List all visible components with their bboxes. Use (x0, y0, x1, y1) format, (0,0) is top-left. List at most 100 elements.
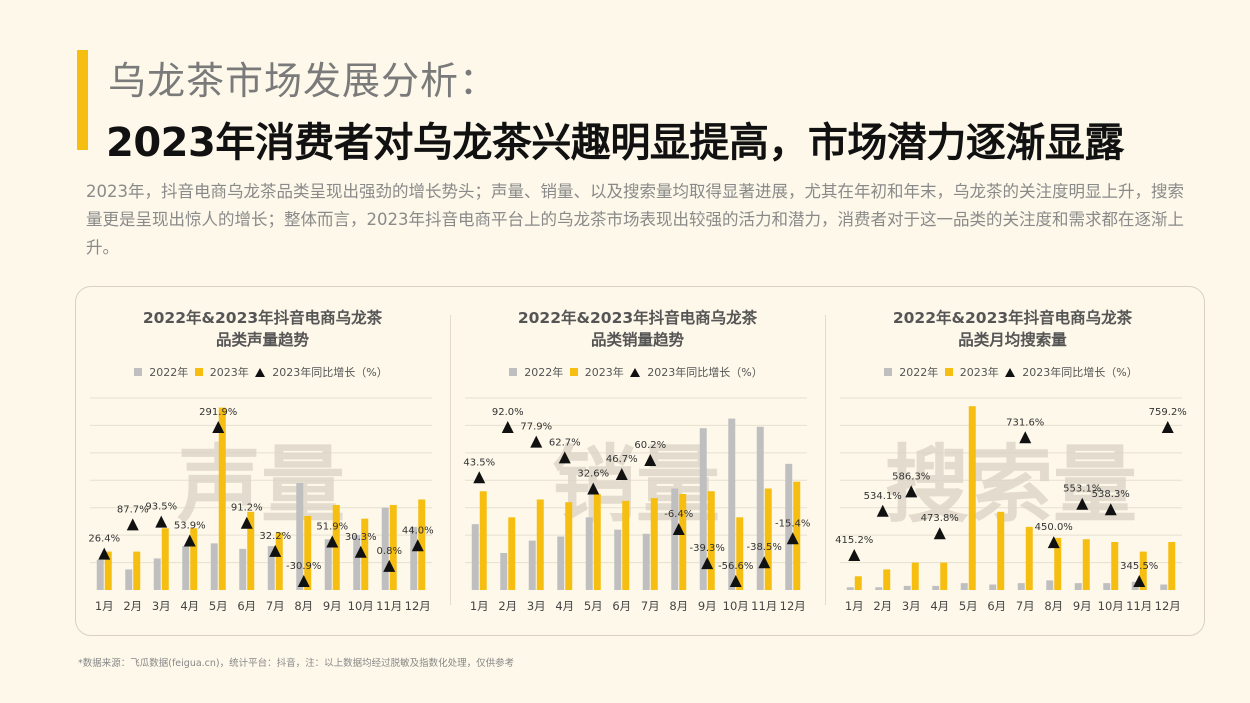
x-tick-label: 7月 (1016, 599, 1035, 613)
growth-marker (383, 559, 396, 572)
legend-label-growth: 2023年同比增长（%） (1022, 366, 1138, 379)
growth-marker (240, 516, 253, 529)
chart-watermark: 销量 (552, 436, 720, 534)
growth-marker (1076, 497, 1089, 510)
bar-2023 (1082, 539, 1090, 590)
growth-label: 30.3% (345, 532, 377, 543)
bar-2023 (161, 528, 169, 590)
growth-label: -38.5% (747, 542, 782, 553)
x-tick-label: 1月 (845, 599, 864, 613)
charts-panel (75, 286, 1205, 636)
x-tick-label: 5月 (209, 599, 228, 613)
legend-swatch-2022 (884, 368, 893, 376)
x-tick-label: 10月 (723, 599, 749, 613)
growth-label: 43.5% (463, 457, 495, 468)
growth-marker (758, 556, 771, 569)
bar-2022 (153, 558, 161, 590)
growth-marker (501, 421, 514, 433)
x-tick-label: 8月 (294, 599, 313, 613)
growth-marker (848, 549, 861, 562)
bar-2022 (353, 535, 361, 590)
bar-2022 (585, 517, 593, 590)
legend-swatch-2022 (509, 368, 518, 376)
bar-2023 (1111, 542, 1119, 590)
footnote: *数据来源：飞瓜数据(feigua.cn)，统计平台：抖音，注：以上数据均经过脱… (78, 658, 515, 669)
growth-marker (786, 532, 799, 545)
growth-label: 91.2% (231, 503, 263, 514)
legend-swatch-2022 (134, 368, 143, 376)
bar-2023 (133, 551, 141, 590)
bar-2023 (1054, 537, 1062, 590)
bar-2023 (536, 499, 544, 590)
growth-label: 553.1% (1063, 484, 1101, 495)
bar-2023 (997, 511, 1005, 590)
growth-marker (326, 535, 339, 548)
bar-2023 (650, 498, 658, 590)
bar-2023 (104, 551, 112, 590)
growth-marker (1019, 431, 1032, 444)
chart-sales: 2022年&2023年抖音电商乌龙茶 品类销量趋势 2022年 2023年 20… (450, 286, 825, 634)
legend-label-2022: 2022年 (149, 366, 189, 379)
growth-label: 345.5% (1120, 561, 1158, 572)
bar-2022 (296, 483, 304, 590)
growth-label: -39.3% (690, 543, 725, 554)
bar-2022 (182, 546, 190, 590)
growth-marker (905, 485, 918, 498)
growth-label: 0.8% (377, 546, 402, 557)
x-tick-label: 1月 (95, 599, 114, 613)
growth-label: 26.4% (88, 534, 120, 545)
bar-2023 (190, 528, 198, 590)
accent-bar (77, 50, 88, 150)
growth-marker (1161, 421, 1174, 433)
x-tick-label: 5月 (584, 599, 603, 613)
growth-label: 415.2% (835, 535, 873, 546)
bar-2022 (1046, 580, 1054, 590)
growth-marker (672, 522, 685, 535)
x-tick-label: 4月 (930, 599, 949, 613)
growth-label: 473.8% (921, 513, 959, 524)
chart-legend: 2022年 2023年 2023年同比增长（%） (450, 364, 825, 380)
legend-label-2023: 2023年 (584, 366, 624, 379)
growth-marker (587, 482, 600, 495)
bar-2022 (125, 569, 133, 590)
bar-2023 (940, 562, 948, 590)
x-tick-label: 3月 (902, 599, 921, 613)
bar-2022 (239, 548, 247, 590)
bar-2022 (500, 552, 508, 590)
x-tick-label: 12月 (1155, 599, 1181, 613)
x-tick-label: 6月 (987, 599, 1006, 613)
growth-label: 77.9% (520, 422, 552, 433)
x-tick-label: 12月 (780, 599, 806, 613)
growth-label: -6.4% (664, 509, 693, 520)
bar-2022 (471, 524, 479, 590)
x-tick-label: 9月 (323, 599, 342, 613)
bar-2022 (728, 418, 736, 590)
growth-label: -56.6% (718, 561, 753, 572)
bar-2022 (960, 583, 968, 590)
growth-marker (98, 547, 111, 560)
legend-label-2023: 2023年 (959, 366, 999, 379)
bar-2022 (671, 488, 679, 590)
x-tick-label: 9月 (698, 599, 717, 613)
bar-2023 (764, 488, 772, 590)
chart-watermark: 搜索量 (885, 436, 1137, 534)
chart-title: 2022年&2023年抖音电商乌龙茶 (892, 309, 1133, 327)
bar-2022 (1160, 584, 1168, 590)
bar-2022 (699, 428, 707, 590)
growth-label: -15.4% (775, 518, 810, 529)
growth-marker (354, 545, 367, 558)
x-tick-label: 3月 (527, 599, 546, 613)
growth-label: 46.7% (606, 454, 638, 465)
chart-legend: 2022年 2023年 2023年同比增长（%） (825, 364, 1200, 380)
x-tick-label: 1月 (470, 599, 489, 613)
x-tick-label: 4月 (555, 599, 574, 613)
growth-label: 32.6% (577, 469, 609, 480)
bar-2023 (275, 532, 283, 590)
bar-2022 (614, 529, 622, 590)
bar-2023 (679, 494, 687, 590)
x-tick-label: 2月 (123, 599, 142, 613)
growth-label: 60.2% (634, 440, 666, 451)
growth-marker (183, 534, 196, 547)
growth-label: 93.5% (145, 502, 177, 513)
chart-subtitle: 品类月均搜索量 (958, 331, 1067, 349)
